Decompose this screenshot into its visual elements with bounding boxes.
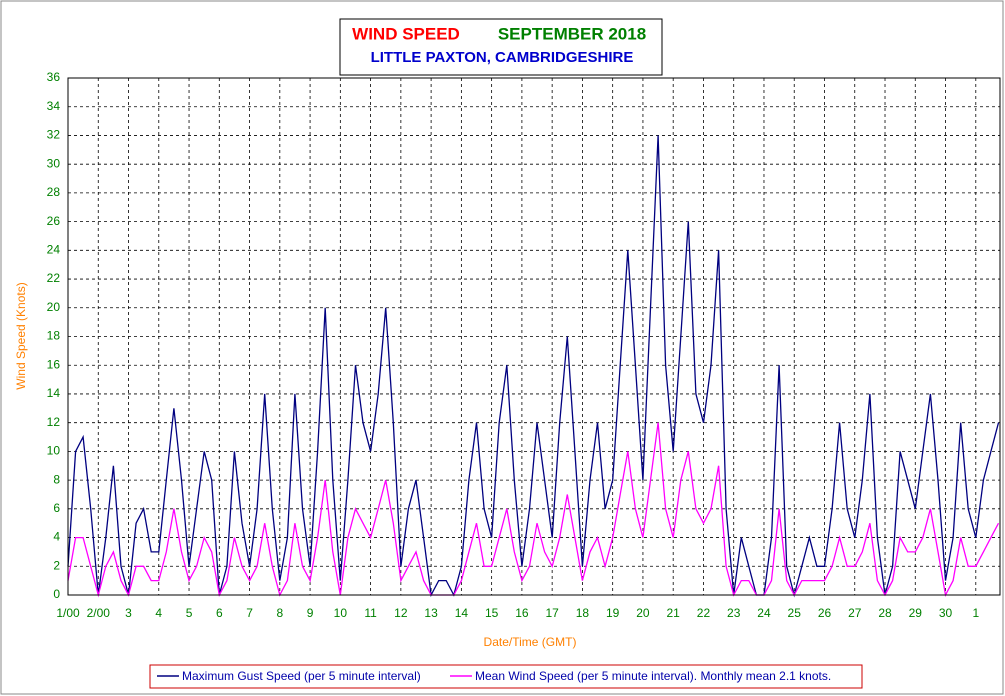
y-tick-label: 0	[53, 587, 60, 601]
x-tick-label: 19	[606, 606, 620, 620]
chart-title-period: SEPTEMBER 2018	[498, 24, 646, 43]
x-tick-label: 4	[155, 606, 162, 620]
x-tick-label: 3	[125, 606, 132, 620]
x-axis-label: Date/Time (GMT)	[484, 635, 577, 649]
chart-title: WIND SPEED	[352, 24, 460, 43]
y-axis-label: Wind Speed (Knots)	[14, 282, 28, 389]
y-tick-label: 14	[47, 386, 61, 400]
series-line	[67, 422, 1000, 598]
x-tick-label: 12	[394, 606, 408, 620]
chart-subtitle: LITTLE PAXTON, CAMBRIDGESHIRE	[371, 49, 634, 66]
x-tick-label: 15	[485, 606, 499, 620]
y-tick-label: 28	[47, 185, 61, 199]
x-tick-label: 23	[727, 606, 741, 620]
x-tick-label: 26	[818, 606, 832, 620]
y-tick-label: 6	[53, 501, 60, 515]
x-tick-label: 17	[545, 606, 559, 620]
x-tick-label: 13	[424, 606, 438, 620]
x-tick-label: 14	[455, 606, 469, 620]
x-tick-label: 6	[216, 606, 223, 620]
series-line	[67, 135, 1000, 598]
x-tick-label: 27	[848, 606, 862, 620]
y-tick-label: 36	[47, 70, 61, 84]
y-tick-label: 24	[47, 243, 61, 257]
x-tick-label: 7	[246, 606, 253, 620]
y-tick-label: 2	[53, 558, 60, 572]
x-tick-label: 9	[307, 606, 314, 620]
y-tick-label: 12	[47, 415, 61, 429]
y-tick-label: 30	[47, 156, 61, 170]
title-box	[339, 18, 663, 76]
x-tick-label: 11	[364, 606, 377, 620]
y-tick-label: 18	[47, 329, 61, 343]
legend-box	[149, 664, 863, 689]
legend-label: Mean Wind Speed (per 5 minute interval).…	[475, 669, 831, 683]
x-tick-label: 25	[788, 606, 802, 620]
y-tick-label: 4	[53, 530, 60, 544]
y-tick-label: 22	[47, 271, 61, 285]
y-tick-label: 34	[47, 99, 61, 113]
y-tick-label: 20	[47, 300, 61, 314]
y-tick-label: 26	[47, 214, 61, 228]
y-tick-label: 8	[53, 472, 60, 486]
x-tick-label: 21	[667, 606, 681, 620]
x-tick-label: 29	[909, 606, 923, 620]
x-tick-label: 24	[757, 606, 771, 620]
plot-border	[67, 77, 1001, 596]
y-tick-label: 32	[47, 128, 61, 142]
x-tick-label: 1/00	[56, 606, 80, 620]
x-tick-label: 22	[697, 606, 711, 620]
y-tick-label: 16	[47, 357, 61, 371]
x-tick-label: 5	[186, 606, 193, 620]
x-tick-label: 8	[276, 606, 283, 620]
x-tick-label: 2/00	[87, 606, 111, 620]
x-tick-label: 10	[334, 606, 348, 620]
x-tick-label: 1	[972, 606, 979, 620]
x-tick-label: 30	[939, 606, 953, 620]
x-tick-label: 18	[576, 606, 590, 620]
x-tick-label: 28	[878, 606, 892, 620]
x-tick-label: 16	[515, 606, 529, 620]
y-tick-label: 10	[47, 444, 61, 458]
legend-label: Maximum Gust Speed (per 5 minute interva…	[182, 669, 421, 683]
x-tick-label: 20	[636, 606, 650, 620]
